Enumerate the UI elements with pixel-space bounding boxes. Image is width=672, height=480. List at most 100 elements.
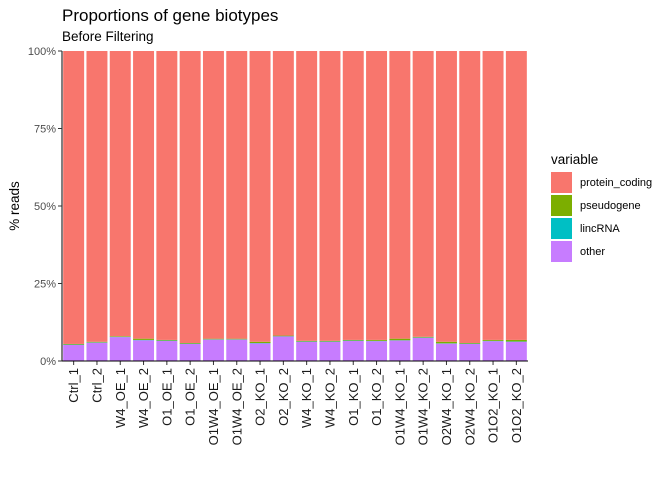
y-tick-label: 0% — [40, 356, 56, 368]
bar-pseudogene-o1w4-oe-1 — [202, 338, 224, 340]
y-tick-label: 100% — [28, 46, 56, 58]
x-tick-label: O1O2_KO_1 — [486, 368, 501, 443]
x-tick-label: O2W4_KO_2 — [462, 368, 477, 445]
y-axis-title: % reads — [7, 181, 22, 231]
legend-swatch-other — [551, 241, 572, 262]
x-tick-label: O2W4_KO_1 — [439, 368, 454, 445]
bar-pseudogene-o2-ko-2 — [272, 335, 294, 337]
bar-protein-coding-w4-ko-1 — [296, 51, 318, 341]
bar-protein-coding-o2-ko-2 — [272, 51, 294, 336]
x-tick-label: O1O2_KO_2 — [509, 368, 524, 443]
bar-protein-coding-o1o2-ko-2 — [505, 51, 527, 340]
bar-other-o2-ko-1 — [249, 343, 271, 361]
legend-label-protein-coding: protein_coding — [580, 177, 652, 189]
x-tick-label: O1_OE_1 — [159, 368, 174, 426]
legend-title: variable — [551, 152, 598, 167]
bar-protein-coding-o2-ko-1 — [249, 51, 271, 342]
bar-other-o1-oe-1 — [156, 340, 178, 361]
bar-pseudogene-o1w4-ko-1 — [389, 338, 411, 341]
bar-pseudogene-o2w4-ko-2 — [459, 343, 481, 344]
y-tick-label: 75% — [34, 124, 56, 136]
bar-pseudogene-w4-oe-2 — [133, 338, 155, 340]
bar-pseudogene-o1w4-oe-2 — [226, 338, 248, 340]
bar-protein-coding-o1-ko-1 — [342, 51, 364, 340]
legend-label-pseudogene: pseudogene — [580, 200, 641, 212]
bar-pseudogene-o1-ko-1 — [342, 339, 364, 341]
bar-pseudogene-w4-oe-1 — [109, 336, 131, 337]
bar-other-o1-oe-2 — [179, 343, 201, 361]
x-tick-label: O1_OE_2 — [183, 368, 198, 426]
bar-other-o2-ko-2 — [272, 336, 294, 361]
bar-pseudogene-o1o2-ko-1 — [482, 339, 504, 341]
bar-other-w4-ko-2 — [319, 341, 341, 361]
bar-other-o2w4-ko-2 — [459, 343, 481, 361]
x-tick-label: O2_KO_1 — [253, 368, 268, 426]
bar-protein-coding-o1-ko-2 — [366, 51, 388, 340]
legend: variable protein_coding pseudogene lincRNA… — [551, 152, 652, 262]
bar-pseudogene-o1-oe-2 — [179, 343, 201, 344]
bar-protein-coding-ctrl-2 — [86, 51, 108, 342]
x-tick-label: W4_OE_2 — [136, 368, 151, 428]
bar-pseudogene-w4-ko-1 — [296, 340, 318, 342]
x-tick-label: O1W4_OE_2 — [229, 368, 244, 445]
y-tick-label: 25% — [34, 279, 56, 291]
bar-other-ctrl-2 — [86, 342, 108, 361]
legend-swatch-protein-coding — [551, 172, 572, 193]
bars-group — [63, 51, 527, 361]
bar-other-o1w4-oe-1 — [202, 339, 224, 361]
bar-protein-coding-ctrl-1 — [63, 51, 85, 344]
bar-other-o1o2-ko-2 — [505, 341, 527, 361]
bar-protein-coding-o1w4-ko-1 — [389, 51, 411, 339]
bar-other-w4-ko-1 — [296, 341, 318, 361]
x-tick-label: W4_KO_2 — [322, 368, 337, 428]
x-tick-label: Ctrl_1 — [66, 368, 81, 403]
bar-other-o1w4-ko-2 — [412, 337, 434, 361]
bar-other-o2w4-ko-1 — [435, 343, 457, 361]
legend-swatch-pseudogene — [551, 195, 572, 216]
bar-other-o1-ko-2 — [366, 341, 388, 361]
bar-other-ctrl-1 — [63, 344, 85, 361]
axes-group: Ctrl_1 Ctrl_2 W4_OE_1 W4_OE_2 O1_OE_1 O1_OE_2… — [28, 46, 528, 445]
legend-label-other: other — [580, 246, 605, 258]
bar-protein-coding-o2w4-ko-2 — [459, 51, 481, 344]
bar-other-w4-oe-1 — [109, 337, 131, 361]
x-tick-label: O1_KO_1 — [346, 368, 361, 426]
bar-protein-coding-w4-ko-2 — [319, 51, 341, 341]
bar-protein-coding-o1o2-ko-1 — [482, 51, 504, 340]
bar-pseudogene-ctrl-1 — [63, 343, 85, 345]
bar-protein-coding-o1-oe-1 — [156, 51, 178, 340]
chart-subtitle: Before Filtering — [62, 29, 154, 44]
bar-pseudogene-ctrl-2 — [86, 341, 108, 343]
bar-pseudogene-w4-ko-2 — [319, 340, 341, 342]
x-tick-label: O1W4_KO_2 — [416, 368, 431, 445]
legend-swatch-lincRNA — [551, 218, 572, 239]
x-tick-label: O2_KO_2 — [276, 368, 291, 426]
bar-pseudogene-o1-oe-1 — [156, 339, 178, 341]
bar-protein-coding-w4-oe-1 — [109, 51, 131, 337]
bar-protein-coding-o1-oe-2 — [179, 51, 201, 344]
x-tick-label: O1_KO_2 — [369, 368, 384, 426]
legend-label-lincRNA: lincRNA — [580, 223, 620, 235]
bar-protein-coding-o1w4-ko-2 — [412, 51, 434, 337]
bar-other-o1w4-ko-1 — [389, 340, 411, 361]
x-tick-label: O1W4_KO_1 — [392, 368, 407, 445]
bar-protein-coding-o2w4-ko-1 — [435, 51, 457, 342]
bar-protein-coding-o1w4-oe-1 — [202, 51, 224, 339]
bar-pseudogene-o1o2-ko-2 — [505, 339, 527, 342]
y-tick-label: 50% — [34, 201, 56, 213]
bar-protein-coding-w4-oe-2 — [133, 51, 155, 339]
bar-pseudogene-o1w4-ko-2 — [412, 336, 434, 338]
x-tick-label: O1W4_OE_1 — [206, 368, 221, 445]
bar-protein-coding-o1w4-oe-2 — [226, 51, 248, 339]
bar-pseudogene-o2-ko-1 — [249, 341, 271, 344]
bar-other-w4-oe-2 — [133, 340, 155, 361]
bar-pseudogene-o1-ko-2 — [366, 339, 388, 341]
x-tick-label: Ctrl_2 — [89, 368, 104, 403]
bar-other-o1-ko-1 — [342, 340, 364, 361]
bar-other-o1w4-oe-2 — [226, 339, 248, 361]
bar-other-o1o2-ko-1 — [482, 341, 504, 361]
chart-title: Proportions of gene biotypes — [62, 6, 278, 25]
bar-pseudogene-o2w4-ko-1 — [435, 341, 457, 344]
x-tick-label: W4_OE_1 — [113, 368, 128, 428]
